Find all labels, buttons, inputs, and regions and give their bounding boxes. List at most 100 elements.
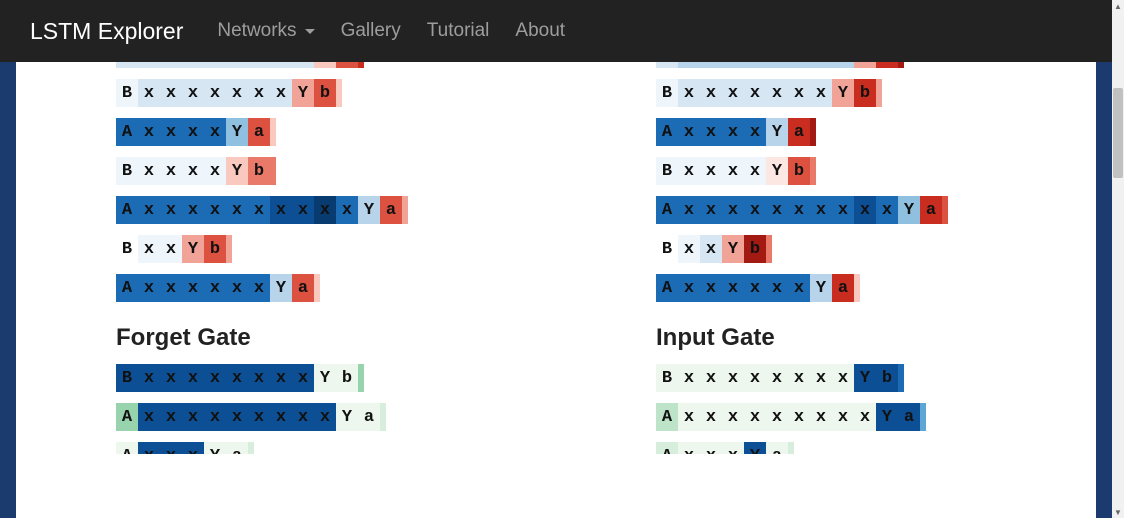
- seq-tail: [336, 79, 342, 107]
- seq-cell: x: [336, 196, 358, 224]
- scrollbar-thumb[interactable]: [1113, 88, 1123, 178]
- seq-tail: [380, 403, 386, 431]
- seq-cell: B: [116, 364, 138, 392]
- seq-cell: x: [160, 403, 182, 431]
- seq-cell: x: [700, 235, 722, 263]
- vertical-scrollbar[interactable]: ▲ ▼: [1112, 0, 1124, 518]
- nav-item-networks[interactable]: Networks: [217, 20, 314, 42]
- seq-cell: x: [226, 62, 248, 68]
- seq-cell: x: [160, 62, 182, 68]
- seq-cell: x: [678, 62, 700, 68]
- seq-cell: A: [656, 118, 678, 146]
- seq-cell: x: [138, 118, 160, 146]
- seq-cell: A: [656, 442, 678, 454]
- seq-cell: x: [854, 196, 876, 224]
- seq-cell: x: [248, 79, 270, 107]
- seq-cell: b: [876, 364, 898, 392]
- seq-cell: x: [700, 274, 722, 302]
- seq-cell: x: [788, 364, 810, 392]
- seq-cell: b: [788, 157, 810, 185]
- seq-cell: A: [116, 196, 138, 224]
- seq-cell: x: [744, 274, 766, 302]
- seq-tail: [942, 196, 948, 224]
- upper-left-row: BxxxxYb: [116, 157, 556, 185]
- seq-cell: A: [116, 118, 138, 146]
- app-brand[interactable]: LSTM Explorer: [30, 18, 183, 45]
- seq-tail: [226, 235, 232, 263]
- right-column: BxxxxxxxxYbBxxxxxxxYbAxxxxYaBxxxxYbAxxxx…: [556, 62, 1096, 454]
- seq-cell: x: [766, 403, 788, 431]
- seq-tail: [810, 118, 816, 146]
- seq-cell: x: [700, 62, 722, 68]
- seq-cell: x: [766, 364, 788, 392]
- seq-cell: x: [766, 62, 788, 68]
- seq-cell: x: [270, 196, 292, 224]
- seq-cell: x: [160, 118, 182, 146]
- seq-cell: x: [744, 403, 766, 431]
- seq-cell: a: [920, 196, 942, 224]
- seq-cell: x: [182, 196, 204, 224]
- seq-cell: Y: [898, 196, 920, 224]
- seq-cell: a: [358, 403, 380, 431]
- seq-cell: x: [138, 274, 160, 302]
- nav-item-about[interactable]: About: [515, 20, 565, 42]
- seq-cell: a: [788, 118, 810, 146]
- seq-cell: a: [248, 118, 270, 146]
- seq-cell: B: [656, 157, 678, 185]
- seq-cell: x: [138, 235, 160, 263]
- seq-tail: [270, 118, 276, 146]
- seq-cell: b: [336, 364, 358, 392]
- seq-cell: Y: [204, 442, 226, 454]
- seq-cell: x: [182, 62, 204, 68]
- seq-cell: x: [160, 196, 182, 224]
- seq-cell: x: [700, 118, 722, 146]
- seq-cell: x: [744, 196, 766, 224]
- seq-cell: x: [854, 403, 876, 431]
- seq-cell: x: [700, 442, 722, 454]
- seq-cell: x: [810, 79, 832, 107]
- seq-cell: x: [226, 196, 248, 224]
- nav-item-tutorial[interactable]: Tutorial: [427, 20, 490, 42]
- seq-cell: B: [116, 62, 138, 68]
- seq-cell: x: [832, 403, 854, 431]
- seq-cell: x: [700, 79, 722, 107]
- seq-cell: x: [678, 442, 700, 454]
- seq-cell: x: [292, 62, 314, 68]
- seq-cell: x: [722, 196, 744, 224]
- scroll-down-icon[interactable]: ▼: [1112, 506, 1124, 518]
- seq-cell: x: [766, 274, 788, 302]
- seq-cell: x: [138, 79, 160, 107]
- seq-cell: B: [116, 235, 138, 263]
- seq-cell: x: [832, 62, 854, 68]
- seq-cell: x: [204, 364, 226, 392]
- navbar: LSTM Explorer Networks Gallery Tutorial Abo…: [0, 0, 1112, 62]
- seq-cell: x: [678, 274, 700, 302]
- seq-cell: a: [292, 274, 314, 302]
- seq-cell: x: [788, 196, 810, 224]
- seq-cell: b: [744, 235, 766, 263]
- seq-cell: x: [678, 79, 700, 107]
- seq-cell: Y: [182, 235, 204, 263]
- chevron-down-icon: [305, 29, 315, 34]
- seq-cell: x: [810, 403, 832, 431]
- upper-left-row: BxxYb: [116, 235, 556, 263]
- seq-cell: Y: [854, 364, 876, 392]
- seq-cell: x: [292, 403, 314, 431]
- seq-cell: Y: [744, 442, 766, 454]
- seq-cell: x: [744, 62, 766, 68]
- seq-cell: x: [160, 364, 182, 392]
- scroll-up-icon[interactable]: ▲: [1112, 0, 1124, 12]
- forget-gate-row: BxxxxxxxxYb: [116, 364, 556, 392]
- seq-cell: Y: [314, 62, 336, 68]
- seq-cell: a: [766, 442, 788, 454]
- nav-item-gallery[interactable]: Gallery: [341, 20, 401, 42]
- seq-cell: x: [832, 196, 854, 224]
- seq-cell: x: [788, 79, 810, 107]
- upper-left-row: BxxxxxxxxYb: [116, 62, 556, 68]
- seq-cell: x: [138, 157, 160, 185]
- seq-cell: x: [182, 274, 204, 302]
- seq-cell: b: [854, 79, 876, 107]
- seq-cell: x: [204, 157, 226, 185]
- seq-cell: x: [788, 62, 810, 68]
- seq-cell: x: [204, 118, 226, 146]
